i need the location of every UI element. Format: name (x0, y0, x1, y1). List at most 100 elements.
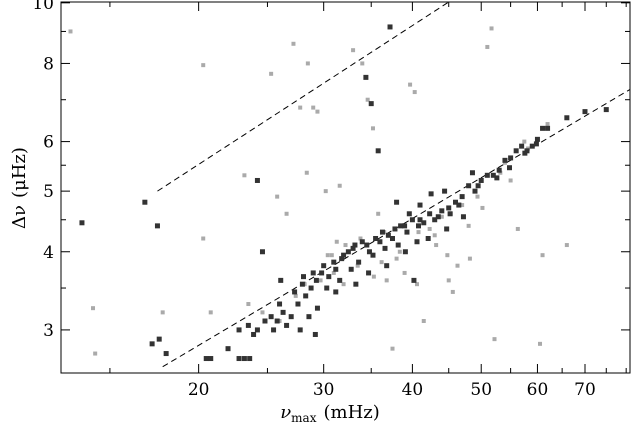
data-point-dark (280, 309, 286, 315)
data-point-dark (292, 289, 298, 295)
data-point-light (246, 302, 251, 307)
data-point-light (492, 337, 497, 342)
data-point-light (93, 351, 98, 356)
data-point-light (445, 253, 450, 258)
data-point-dark (522, 150, 528, 156)
data-point-dark (321, 263, 327, 269)
data-point-light (414, 282, 419, 287)
data-point-light (304, 170, 309, 175)
data-point-dark (254, 327, 260, 333)
data-point-dark (459, 194, 465, 200)
data-point-light (397, 249, 402, 254)
data-point-dark (387, 24, 393, 30)
x-tick-labels: 20 30 40 50 60 70 (188, 380, 596, 400)
data-point-dark (417, 217, 423, 223)
data-point-light (365, 97, 370, 102)
data-point-dark (313, 277, 319, 283)
data-point-dark (297, 327, 303, 333)
reference-lines (157, 1, 631, 368)
data-point-dark (308, 285, 314, 291)
data-point-dark (603, 107, 609, 113)
data-point-dark (392, 226, 398, 232)
series-light (68, 26, 569, 356)
data-point-dark (533, 141, 539, 147)
data-point-dark (466, 183, 472, 189)
data-point-light (402, 270, 407, 275)
data-point-dark (545, 125, 551, 131)
data-point-light (450, 289, 455, 294)
data-point-light (343, 243, 348, 248)
data-point-dark (502, 157, 508, 163)
data-point-light (371, 274, 376, 279)
data-point-light (370, 126, 375, 131)
data-point-light (91, 306, 96, 311)
data-point-dark (271, 327, 277, 333)
data-point-dark (398, 223, 404, 229)
x-tick-label: 50 (470, 380, 492, 400)
data-point-light (439, 214, 444, 219)
data-point-light (485, 44, 490, 49)
data-point-light (360, 61, 365, 66)
data-point-light (489, 26, 494, 31)
data-point-light (455, 263, 460, 268)
y-tick-label: 3 (43, 321, 54, 341)
data-point-dark (301, 274, 307, 280)
data-point-dark (156, 336, 162, 342)
x-tick-label: 60 (527, 380, 549, 400)
data-point-dark (478, 177, 484, 183)
data-point-dark (366, 249, 372, 255)
data-point-light (498, 170, 503, 175)
data-point-dark (382, 245, 388, 251)
data-point-dark (402, 249, 408, 255)
x-axis-label: νmax (mHz) (280, 402, 380, 425)
data-point-light (331, 270, 336, 275)
data-point-dark (490, 172, 496, 178)
data-point-dark (428, 191, 434, 197)
y-axis-unit: (μHz) (9, 147, 30, 198)
data-point-dark (447, 211, 453, 217)
x-axis-unit: (mHz) (323, 402, 379, 423)
data-point-dark (446, 205, 452, 211)
data-point-light (394, 256, 399, 261)
x-tick-label: 40 (402, 380, 424, 400)
data-point-dark (529, 143, 535, 149)
data-point-dark (326, 274, 332, 280)
data-point-light (427, 226, 432, 231)
data-point-dark (339, 256, 345, 262)
data-point-light (508, 178, 513, 183)
data-point-light (341, 282, 346, 287)
data-point-light (358, 236, 363, 241)
data-point-dark (310, 270, 316, 276)
data-point-dark (368, 101, 374, 107)
data-point-light (291, 41, 296, 46)
data-point-dark (427, 211, 433, 217)
data-point-dark (295, 301, 301, 307)
data-point-dark (350, 245, 356, 251)
data-point-dark (364, 242, 370, 248)
data-point-light (460, 203, 465, 208)
data-point-light (545, 122, 550, 127)
data-point-light (432, 233, 437, 238)
data-point-dark (337, 277, 343, 283)
data-point-dark (254, 177, 260, 183)
data-point-dark (208, 356, 214, 362)
dashed-reference-line (157, 1, 449, 192)
data-point-dark (425, 235, 431, 241)
data-point-dark (299, 281, 305, 287)
data-point-dark (484, 172, 490, 178)
data-point-dark (534, 136, 540, 142)
data-point-dark (432, 217, 438, 223)
data-point-dark (377, 239, 383, 245)
data-point-dark (404, 229, 410, 235)
data-point-light (293, 293, 298, 298)
data-point-light (201, 236, 206, 241)
data-point-dark (375, 148, 381, 154)
data-point-dark (513, 148, 519, 154)
data-point-dark (245, 322, 251, 328)
data-point-dark (262, 318, 268, 324)
data-point-dark (345, 249, 351, 255)
data-point-light (325, 253, 330, 258)
x-axis-subscript: max (291, 411, 317, 425)
data-point-dark (496, 167, 502, 173)
data-point-light (408, 82, 413, 87)
